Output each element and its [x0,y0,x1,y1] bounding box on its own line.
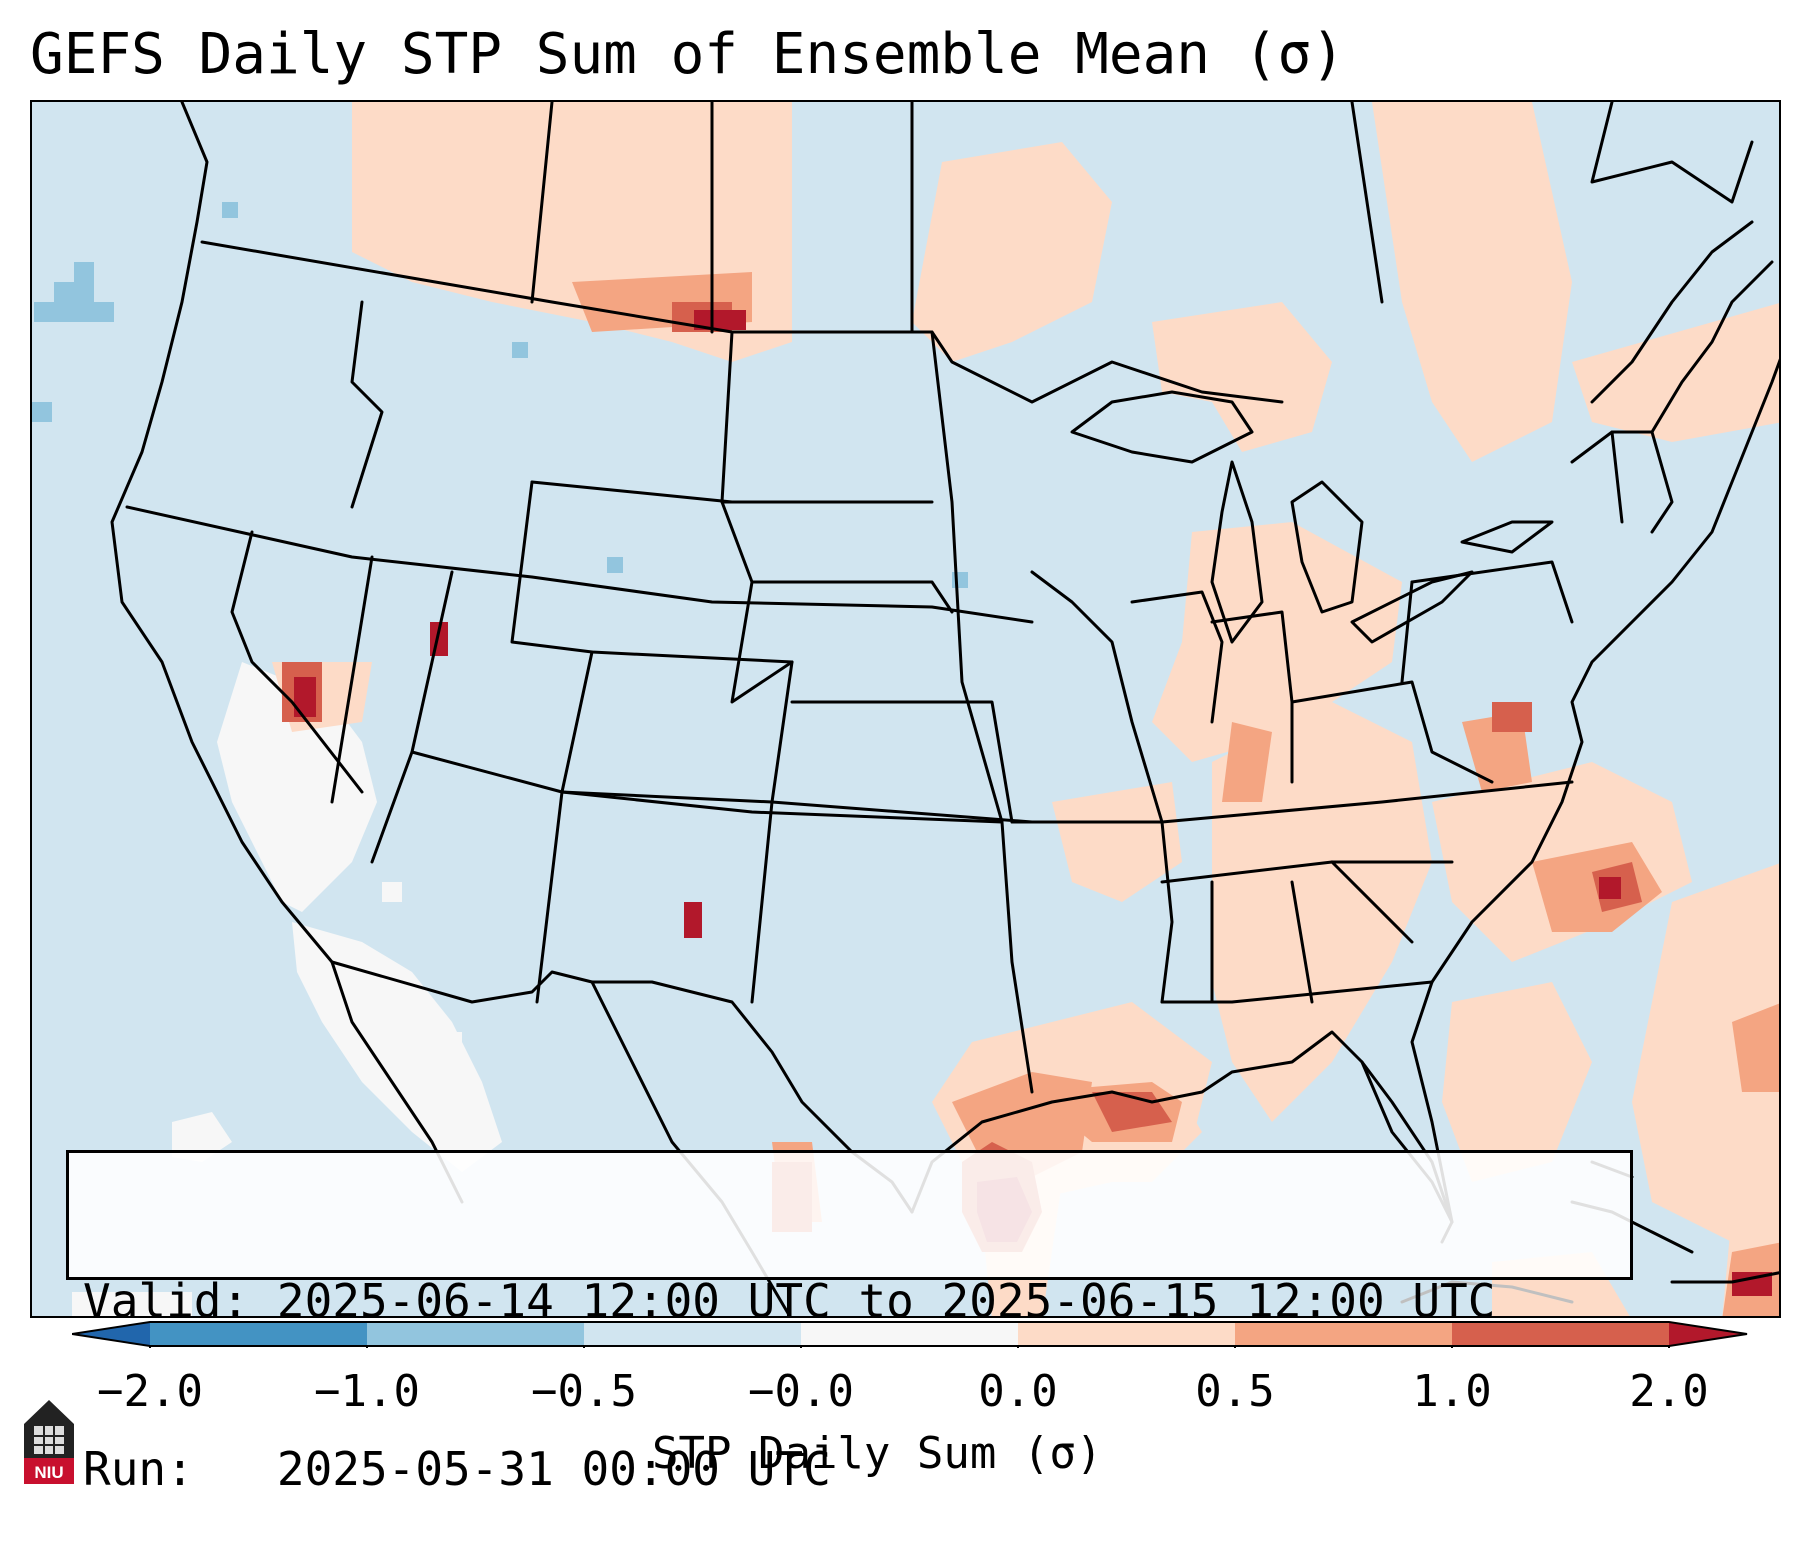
colorbar-tick-label: −0.5 [531,1366,637,1417]
colorbar-segment-4 [801,1322,1018,1346]
colorbar-tick-label: 0.5 [1195,1366,1275,1417]
political-boundaries [110,102,1779,1316]
colorbar-under-triangle [72,1322,150,1346]
colorbar-tick-marks [149,1346,1670,1348]
map-svg [32,102,1779,1316]
colorbar-segment-6 [1235,1322,1452,1346]
colorbar-label: STP Daily Sum (σ) [652,1428,1103,1479]
colorbar-tick-label: 0.0 [978,1366,1058,1417]
run-row: Run: 2025-05-31 00:00 UTC [83,1441,1616,1497]
colorbar-segment-3 [584,1322,801,1346]
niu-logo: NIU [24,1400,74,1484]
valid-value: 2025-06-14 12:00 UTC to 2025-06-15 12:00… [276,1274,1496,1328]
colorbar-tick-label: −2.0 [97,1366,203,1417]
valid-run-info-box: Valid: 2025-06-14 12:00 UTC to 2025-06-1… [66,1150,1633,1496]
run-label: Run: [83,1442,194,1496]
logo-text: NIU [34,1463,63,1482]
colorbar-over-triangle [1669,1322,1747,1346]
colorbar-segment-1 [150,1322,367,1346]
colorbar-tick-label: −1.0 [314,1366,420,1417]
colorbar-segment-2 [367,1322,584,1346]
colorbar-segment-7 [1452,1322,1669,1346]
colorbar-tick-label: 2.0 [1629,1366,1709,1417]
colorbar [72,1321,1748,1348]
colorbar-tick-label: 1.0 [1412,1366,1492,1417]
run-value: 2025-05-31 00:00 UTC [276,1442,831,1496]
valid-row: Valid: 2025-06-14 12:00 UTC to 2025-06-1… [83,1273,1616,1329]
colorbar-tick-label: −0.0 [748,1366,854,1417]
valid-label: Valid: [83,1274,250,1328]
colorbar-segment-5 [1018,1322,1235,1346]
chart-title: GEFS Daily STP Sum of Ensemble Mean (σ) [30,22,1345,87]
map-panel [30,100,1781,1318]
